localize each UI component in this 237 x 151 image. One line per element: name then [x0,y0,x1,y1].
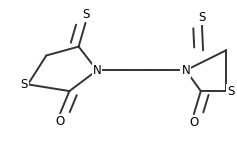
Text: N: N [93,64,101,77]
Text: S: S [82,8,89,21]
Text: O: O [55,115,65,128]
Text: N: N [182,64,190,77]
Text: O: O [189,116,199,129]
Text: S: S [227,85,235,98]
Text: S: S [198,11,206,24]
Text: S: S [21,78,28,91]
